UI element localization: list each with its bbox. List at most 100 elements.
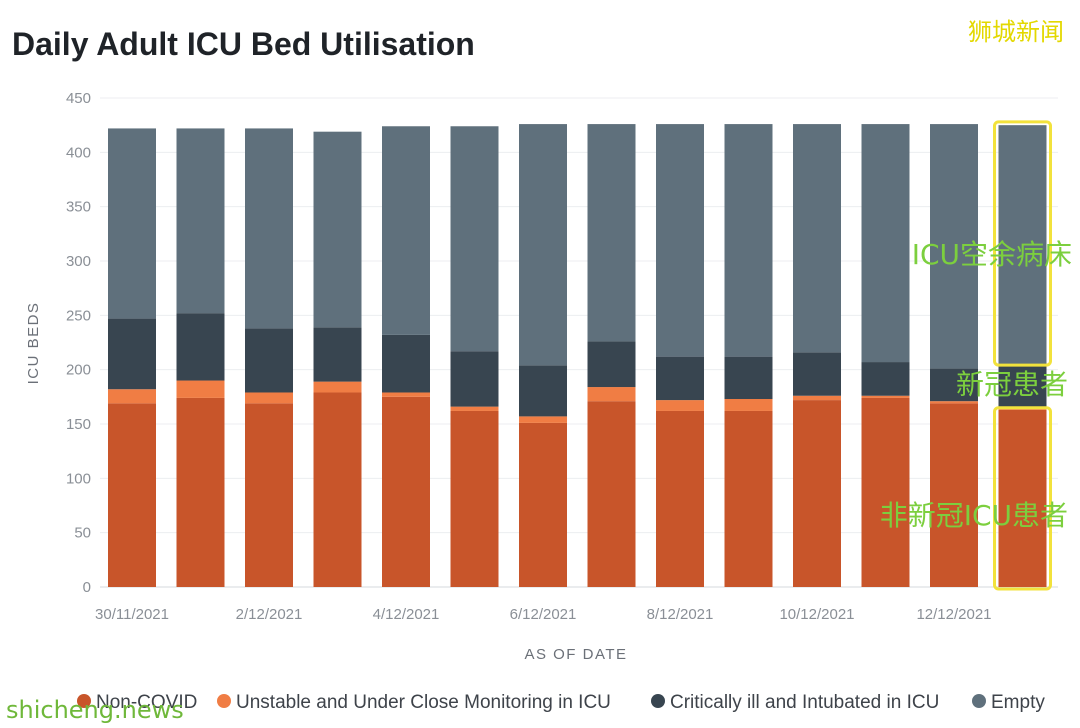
bar-segment-critically-ill-and-intubated-in-icu bbox=[108, 318, 156, 390]
bar-segment-empty bbox=[656, 124, 704, 357]
annotation-noncovid: 非新冠ICU患者 bbox=[880, 499, 1068, 532]
bar-segment-empty bbox=[450, 126, 499, 352]
bar-stack bbox=[930, 124, 978, 587]
bar-segment-unstable-and-under-close-monitoring-in-icu bbox=[587, 387, 636, 402]
bar-segment-non-covid bbox=[176, 397, 225, 587]
bar-stack bbox=[587, 124, 636, 587]
highlight-noncovid bbox=[993, 406, 1052, 591]
x-tick-label: 6/12/2021 bbox=[510, 606, 577, 623]
bar-stack bbox=[313, 131, 362, 587]
y-tick-label: 400 bbox=[66, 144, 91, 161]
bar-segment-critically-ill-and-intubated-in-icu bbox=[382, 334, 430, 393]
bar-stack bbox=[450, 126, 499, 587]
bar-segment-empty bbox=[861, 124, 910, 363]
y-tick-label: 350 bbox=[66, 199, 91, 216]
y-tick-label: 200 bbox=[66, 362, 91, 379]
bar-segment-critically-ill-and-intubated-in-icu bbox=[519, 365, 567, 417]
bar-segment-unstable-and-under-close-monitoring-in-icu bbox=[245, 392, 293, 404]
bar-segment-critically-ill-and-intubated-in-icu bbox=[450, 351, 499, 407]
bar-stack bbox=[108, 128, 156, 587]
legend-item: Empty bbox=[972, 692, 1045, 713]
bar-segment-critically-ill-and-intubated-in-icu bbox=[587, 341, 636, 388]
x-tick-label: 10/12/2021 bbox=[779, 606, 854, 623]
bar-stack bbox=[793, 124, 841, 587]
legend-label: Non-COVID bbox=[96, 692, 197, 713]
legend-swatch bbox=[77, 694, 91, 708]
legend-item: Non-COVID bbox=[77, 692, 197, 713]
x-tick-label: 2/12/2021 bbox=[236, 606, 303, 623]
x-tick-label: 4/12/2021 bbox=[373, 606, 440, 623]
bar-stack bbox=[176, 128, 225, 587]
bar-segment-empty bbox=[587, 124, 636, 342]
bar-segment-non-covid bbox=[587, 401, 636, 587]
bar-segment-unstable-and-under-close-monitoring-in-icu bbox=[176, 380, 225, 398]
bar-segment-empty bbox=[176, 128, 225, 314]
x-tick-label: 8/12/2021 bbox=[647, 606, 714, 623]
bar-segment-critically-ill-and-intubated-in-icu bbox=[998, 364, 1047, 408]
bar-segment-critically-ill-and-intubated-in-icu bbox=[176, 313, 225, 381]
bar-segment-unstable-and-under-close-monitoring-in-icu bbox=[108, 389, 156, 404]
y-tick-label: 100 bbox=[66, 470, 91, 487]
legend: Non-COVID Unstable and Under Close Monito… bbox=[77, 692, 1045, 713]
bar-segment-critically-ill-and-intubated-in-icu bbox=[313, 327, 362, 382]
bar-segment-non-covid bbox=[793, 400, 841, 587]
bar-segment-non-covid bbox=[519, 422, 567, 587]
y-tick-label: 450 bbox=[66, 90, 91, 107]
y-tick-label: 0 bbox=[83, 579, 91, 596]
watermark: 狮城新闻 bbox=[968, 18, 1064, 46]
bar-segment-empty bbox=[313, 131, 362, 328]
bar-segment-unstable-and-under-close-monitoring-in-icu bbox=[793, 395, 841, 401]
bar-segment-critically-ill-and-intubated-in-icu bbox=[656, 356, 704, 401]
bar-segment-non-covid bbox=[382, 396, 430, 587]
bar-segment-empty bbox=[724, 124, 773, 357]
bars bbox=[108, 124, 1047, 587]
legend-item: Critically ill and Intubated in ICU bbox=[651, 692, 939, 713]
legend-label: Critically ill and Intubated in ICU bbox=[670, 692, 939, 713]
bar-stack bbox=[861, 124, 910, 587]
bar-segment-empty bbox=[930, 124, 978, 369]
y-tick-label: 50 bbox=[74, 525, 91, 542]
bar-stack bbox=[656, 124, 704, 587]
legend-item: Unstable and Under Close Monitoring in I… bbox=[217, 692, 611, 713]
bar-segment-empty bbox=[519, 124, 567, 366]
bar-segment-critically-ill-and-intubated-in-icu bbox=[724, 356, 773, 400]
bar-segment-unstable-and-under-close-monitoring-in-icu bbox=[382, 392, 430, 397]
bar-segment-non-covid bbox=[724, 410, 773, 587]
bar-segment-unstable-and-under-close-monitoring-in-icu bbox=[656, 400, 704, 411]
y-tick-label: 150 bbox=[66, 416, 91, 433]
legend-label: Unstable and Under Close Monitoring in I… bbox=[236, 692, 611, 713]
bar-segment-unstable-and-under-close-monitoring-in-icu bbox=[724, 399, 773, 411]
bar-segment-empty bbox=[382, 126, 430, 335]
bar-segment-non-covid bbox=[998, 409, 1047, 587]
highlight-empty bbox=[993, 120, 1052, 367]
bar-stack bbox=[245, 128, 293, 587]
bar-stack bbox=[382, 126, 430, 587]
legend-swatch bbox=[972, 694, 986, 708]
highlight-boxes bbox=[993, 120, 1052, 591]
bar-segment-critically-ill-and-intubated-in-icu bbox=[245, 328, 293, 393]
bar-segment-empty bbox=[998, 125, 1047, 365]
bar-segment-non-covid bbox=[656, 410, 704, 587]
bar-stack bbox=[519, 124, 567, 587]
bar-segment-critically-ill-and-intubated-in-icu bbox=[930, 368, 978, 402]
chart-title: Daily Adult ICU Bed Utilisation bbox=[12, 26, 475, 62]
y-tick-label: 250 bbox=[66, 307, 91, 324]
legend-swatch bbox=[217, 694, 231, 708]
x-tick-label: 30/11/2021 bbox=[95, 606, 169, 623]
y-axis-label: ICU BEDS bbox=[25, 302, 42, 385]
bar-segment-non-covid bbox=[450, 410, 499, 587]
bar-segment-unstable-and-under-close-monitoring-in-icu bbox=[313, 381, 362, 393]
bar-segment-non-covid bbox=[930, 403, 978, 587]
bar-segment-empty bbox=[245, 128, 293, 329]
bar-segment-empty bbox=[108, 128, 156, 319]
bar-segment-critically-ill-and-intubated-in-icu bbox=[793, 352, 841, 396]
legend-label: Empty bbox=[991, 692, 1045, 713]
bar-segment-unstable-and-under-close-monitoring-in-icu bbox=[519, 416, 567, 423]
site-watermark: shicheng.news bbox=[6, 696, 184, 724]
bar-segment-unstable-and-under-close-monitoring-in-icu bbox=[930, 401, 978, 404]
bar-segment-unstable-and-under-close-monitoring-in-icu bbox=[450, 406, 499, 411]
legend-swatch bbox=[651, 694, 665, 708]
bar-segment-non-covid bbox=[313, 392, 362, 587]
annotation-empty: ICU空余病床 bbox=[912, 238, 1072, 271]
